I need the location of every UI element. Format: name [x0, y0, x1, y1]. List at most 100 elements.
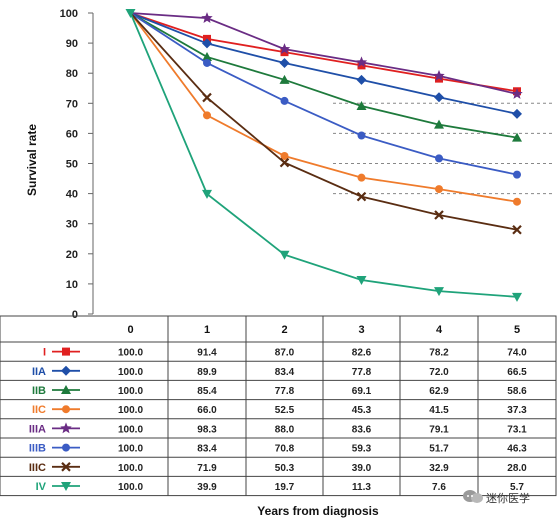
data-point [434, 287, 444, 297]
table-row: IIIB 100.0 83.4 70.8 59.3 51.7 46.3 [29, 443, 527, 455]
table-cell: 72.0 [429, 367, 449, 378]
table-row: IV 100.0 39.9 19.7 11.3 7.6 5.7 [36, 481, 525, 493]
legend-marker [62, 347, 70, 356]
data-point [279, 250, 290, 260]
data-point [280, 48, 289, 57]
series-iib [130, 12, 522, 142]
series-lines [125, 9, 523, 302]
start-point [125, 9, 136, 18]
legend-marker [62, 405, 70, 414]
y-tick-label: 90 [66, 38, 78, 50]
series-iiib [130, 12, 521, 179]
data-point [356, 275, 367, 285]
data-point [280, 151, 289, 160]
table-cell: 100.0 [118, 405, 143, 416]
series-iv [129, 12, 522, 302]
table-cell: 91.4 [197, 348, 217, 359]
data-point [435, 185, 443, 194]
x-tick-label: 3 [358, 324, 364, 336]
y-tick-label: 50 [66, 159, 78, 171]
table-cell: 62.9 [429, 386, 449, 397]
data-point [434, 92, 444, 103]
table-cell: 41.5 [429, 405, 449, 416]
table-cell: 77.8 [352, 367, 372, 378]
legend-label: IIIC [29, 462, 46, 474]
series-line [130, 12, 518, 95]
table-border [0, 315, 557, 497]
data-point [201, 12, 213, 23]
table-cell: 66.0 [197, 405, 217, 416]
series-line [129, 12, 518, 203]
table-cell: 5.7 [510, 482, 524, 493]
table-cell: 32.9 [429, 463, 449, 474]
x-tick-label: 1 [204, 324, 210, 336]
table-cell: 78.2 [429, 348, 449, 359]
data-point [202, 38, 212, 49]
data-point [278, 43, 291, 54]
table-cell: 82.6 [352, 348, 372, 359]
series-iia [130, 12, 522, 119]
y-tick-label: 0 [72, 309, 78, 321]
data-table: 0 1 2 3 4 5 I 100.0 91.4 87.0 82.6 78.2 74.0 IIA 100.0… [0, 315, 557, 497]
x-tick-label: 0 [127, 324, 133, 336]
table-cell: 100.0 [118, 444, 143, 455]
grid-lines [333, 102, 552, 195]
data-point [355, 56, 368, 68]
table-row: IIIC 100.0 71.9 50.3 39.0 32.9 28.0 [29, 462, 527, 474]
table-cell: 46.3 [507, 444, 527, 455]
data-point [513, 170, 521, 179]
table-cell: 83.4 [197, 444, 217, 455]
y-tick-label: 10 [66, 279, 78, 291]
table-cell: 69.1 [352, 386, 372, 397]
series-line [129, 12, 518, 298]
data-point [512, 108, 522, 119]
table-cell: 52.5 [275, 405, 295, 416]
data-point [512, 224, 522, 235]
table-cell: 59.3 [352, 444, 372, 455]
series-line [130, 12, 518, 176]
table-cell: 85.4 [197, 386, 217, 397]
table-cell: 100.0 [118, 482, 143, 493]
table-cell: 51.7 [429, 444, 449, 455]
series-line [130, 12, 518, 139]
data-point [280, 96, 289, 105]
x-tick-label: 2 [281, 324, 287, 336]
table-cell: 66.5 [507, 367, 527, 378]
data-point [435, 74, 443, 83]
legend-label: IIIA [29, 423, 46, 435]
table-cell: 19.7 [275, 482, 295, 493]
data-point [511, 87, 523, 99]
data-point [357, 61, 366, 70]
y-tick-label: 100 [60, 8, 78, 20]
table-cell: 83.6 [352, 424, 372, 435]
legend-label: IV [36, 481, 47, 493]
legend-label: IIA [32, 366, 46, 378]
table-row: IIIA 100.0 98.3 88.0 83.6 79.1 73.1 [29, 422, 527, 435]
table-cell: 88.0 [275, 424, 295, 435]
table-cell: 89.9 [197, 367, 217, 378]
legend-marker [62, 443, 70, 452]
table-cell: 87.0 [275, 348, 295, 359]
y-tick-label: 40 [66, 189, 78, 201]
table-cell: 100.0 [118, 386, 143, 397]
data-point [512, 132, 522, 142]
data-point [357, 131, 366, 140]
table-cell: 28.0 [507, 463, 527, 474]
table-cell: 45.3 [352, 405, 372, 416]
table-row: IIA 100.0 89.9 83.4 77.8 72.0 66.5 [32, 365, 527, 378]
series-iiic [129, 12, 522, 235]
table-cell: 100.0 [118, 367, 143, 378]
data-point [356, 101, 367, 111]
legend-marker [60, 422, 72, 434]
table-cell: 39.0 [352, 463, 372, 474]
series-line [130, 12, 518, 115]
legend-marker [61, 365, 71, 376]
table-cell: 7.6 [432, 482, 446, 493]
axes: 0 10 20 30 40 50 60 70 80 90 100 [60, 8, 94, 321]
data-point [203, 58, 211, 67]
table-cell: 79.1 [429, 424, 449, 435]
legend-label: IIC [32, 404, 46, 416]
watermark: 迷你医学 [463, 490, 530, 505]
data-point [513, 197, 521, 206]
